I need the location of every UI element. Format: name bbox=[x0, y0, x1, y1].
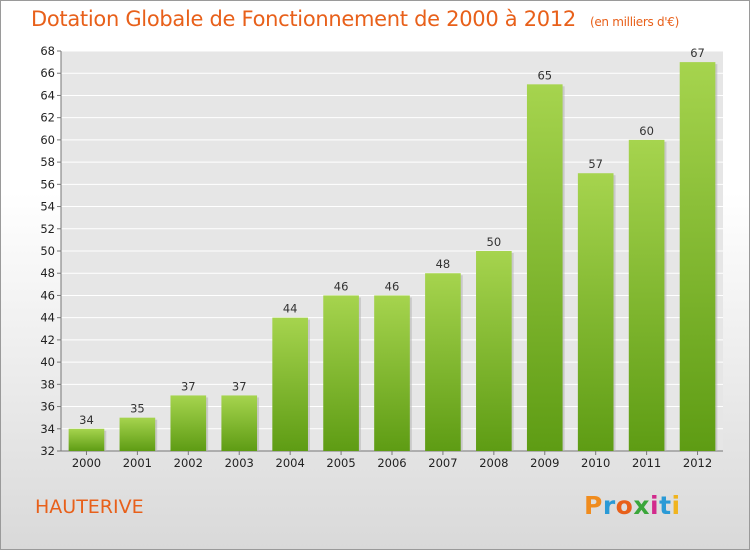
chart-title: Dotation Globale de Fonctionnement de 20… bbox=[31, 7, 679, 31]
bar bbox=[628, 139, 665, 451]
logo-letter: i bbox=[650, 491, 660, 520]
bar bbox=[221, 395, 258, 451]
x-tick-label: 2012 bbox=[683, 456, 712, 470]
x-tick-label: 2003 bbox=[225, 456, 254, 470]
x-tick-label: 2002 bbox=[174, 456, 203, 470]
data-label: 46 bbox=[334, 279, 349, 293]
y-tick-label: 32 bbox=[40, 444, 55, 458]
y-tick-label: 54 bbox=[40, 200, 55, 214]
bar bbox=[476, 251, 512, 451]
y-tick-label: 60 bbox=[40, 133, 55, 147]
title-text: Dotation Globale de Fonctionnement de 20… bbox=[31, 7, 576, 31]
x-tick-label: 2008 bbox=[479, 456, 508, 470]
data-label: 65 bbox=[537, 68, 552, 82]
bar bbox=[526, 84, 563, 451]
bar bbox=[679, 62, 716, 451]
data-label: 67 bbox=[690, 46, 705, 60]
y-tick-label: 46 bbox=[40, 288, 55, 302]
x-tick-label: 2009 bbox=[530, 456, 559, 470]
bar bbox=[577, 173, 614, 451]
logo-letter: i bbox=[671, 491, 681, 520]
y-tick-label: 34 bbox=[40, 422, 55, 436]
y-tick-label: 42 bbox=[40, 333, 55, 347]
data-label: 37 bbox=[181, 379, 196, 393]
x-tick-label: 2004 bbox=[276, 456, 305, 470]
logo-letter: r bbox=[602, 491, 616, 520]
x-tick-label: 2010 bbox=[581, 456, 610, 470]
y-tick-label: 36 bbox=[40, 400, 55, 414]
title-unit: (en milliers d'€) bbox=[589, 15, 679, 29]
data-label: 48 bbox=[436, 257, 451, 271]
data-label: 50 bbox=[487, 235, 502, 249]
y-tick-label: 64 bbox=[40, 88, 55, 102]
bar bbox=[323, 295, 359, 451]
data-label: 57 bbox=[588, 157, 603, 171]
x-tick-label: 2005 bbox=[326, 456, 355, 470]
x-tick-label: 2007 bbox=[428, 456, 457, 470]
x-tick-label: 2006 bbox=[377, 456, 406, 470]
x-tick-label: 2011 bbox=[632, 456, 661, 470]
x-tick-label: 2001 bbox=[123, 456, 152, 470]
logo-letter: t bbox=[659, 491, 672, 520]
bar bbox=[68, 428, 105, 451]
y-tick-label: 52 bbox=[40, 222, 55, 236]
y-tick-label: 58 bbox=[40, 155, 55, 169]
proxiti-logo: Proxiti bbox=[584, 491, 681, 520]
logo-letter: o bbox=[615, 491, 634, 520]
data-label: 46 bbox=[385, 279, 400, 293]
y-tick-label: 62 bbox=[40, 111, 55, 125]
data-label: 37 bbox=[232, 379, 247, 393]
data-label: 60 bbox=[639, 124, 654, 138]
data-label: 44 bbox=[283, 302, 298, 316]
bar bbox=[425, 273, 461, 451]
y-tick-label: 68 bbox=[40, 44, 55, 58]
y-tick-label: 50 bbox=[40, 244, 55, 258]
y-tick-label: 38 bbox=[40, 377, 55, 391]
y-tick-label: 40 bbox=[40, 355, 55, 369]
data-label: 34 bbox=[79, 413, 94, 427]
bar bbox=[119, 417, 156, 451]
y-tick-label: 56 bbox=[40, 177, 55, 191]
y-tick-label: 66 bbox=[40, 66, 55, 80]
x-tick-label: 2000 bbox=[72, 456, 101, 470]
bar bbox=[272, 317, 308, 451]
bar bbox=[170, 395, 207, 451]
commune-name: HAUTERIVE bbox=[35, 496, 144, 518]
y-tick-label: 44 bbox=[40, 311, 55, 325]
logo-letter: P bbox=[584, 491, 603, 520]
y-tick-label: 48 bbox=[40, 266, 55, 280]
bar bbox=[374, 295, 410, 451]
logo-letter: x bbox=[633, 491, 650, 520]
data-label: 35 bbox=[130, 402, 145, 416]
